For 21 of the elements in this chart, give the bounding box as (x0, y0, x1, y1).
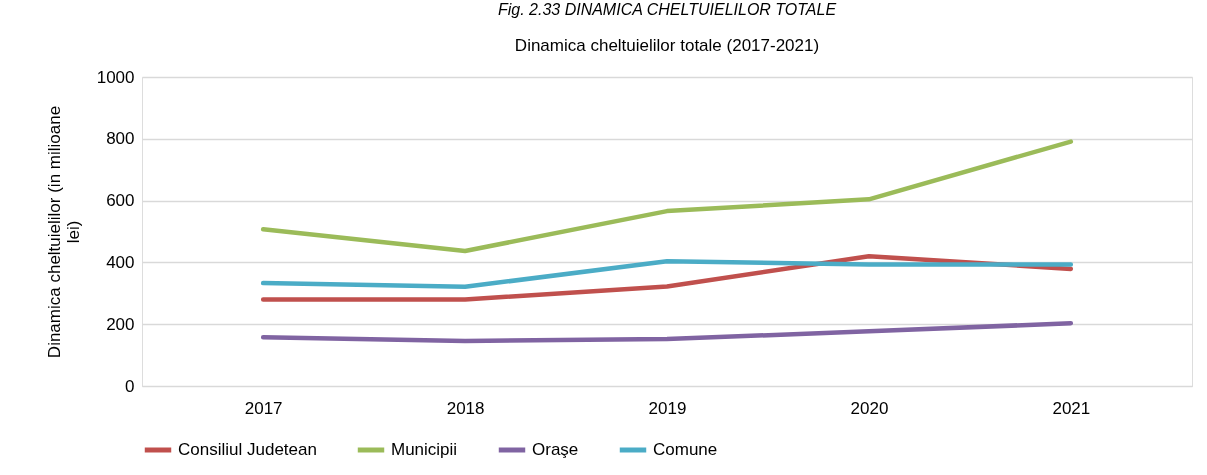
y-axis-title: Dinamica cheltuielilor (in milioane lei) (44, 105, 83, 359)
legend-label: Consiliul Judetean (178, 440, 317, 459)
x-tick-label: 2017 (244, 398, 283, 418)
x-tick-label: 2019 (648, 398, 687, 418)
x-tick-label: 2021 (1052, 398, 1091, 418)
y-tick-label: 800 (106, 129, 135, 149)
x-tick-label: 2018 (446, 398, 485, 418)
line-series (260, 258, 1074, 290)
line-series (260, 321, 1074, 344)
line-series (260, 139, 1074, 254)
y-tick-label: 0 (125, 376, 135, 396)
x-tick-label: 2020 (850, 398, 889, 418)
legend-label: Municipii (391, 440, 458, 459)
y-tick-label: 400 (106, 252, 135, 272)
caption: Fig. 2.33 DINAMICA CHELTUIELILOR TOTALE (497, 1, 837, 18)
y-tick-label: 1000 (96, 67, 135, 87)
legend-label: Comune (653, 440, 718, 459)
y-tick-label: 600 (106, 191, 135, 211)
legend-label: Oraşe (532, 440, 579, 459)
y-tick-label: 200 (106, 314, 135, 334)
chart-title: Dinamica cheltuielilor totale (2017-2021) (514, 36, 820, 55)
